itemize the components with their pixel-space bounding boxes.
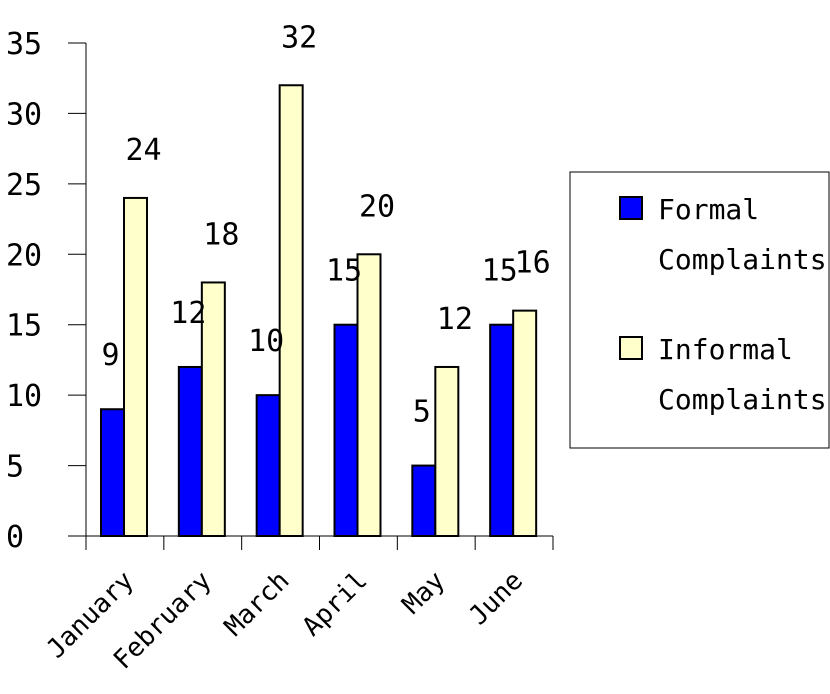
data-label: 5: [413, 395, 431, 430]
data-label: 12: [437, 302, 473, 337]
bar-informal: [512, 309, 538, 537]
bar-informal: [434, 365, 460, 537]
y-tick-label: 10: [6, 379, 42, 414]
data-label: 18: [203, 217, 239, 252]
data-label: 32: [281, 20, 317, 55]
data-labels: 9 12 10 15 5 15 24 18 32 20 12 16: [101, 20, 550, 429]
data-label: 10: [248, 324, 284, 359]
y-tick-label: 0: [6, 520, 24, 555]
data-label: 15: [482, 254, 518, 289]
data-label: 12: [170, 296, 206, 331]
bar-informal: [200, 281, 226, 538]
data-label: 15: [326, 254, 362, 289]
y-tick-label: 15: [6, 309, 42, 344]
legend: Formal Complaints Informal Complaints: [569, 171, 830, 449]
bars: [100, 84, 538, 538]
bar-informal: [278, 84, 304, 537]
legend-label: Informal Complaints: [658, 333, 827, 416]
bar-formal: [489, 323, 515, 538]
bar-formal: [411, 464, 437, 538]
data-label: 9: [101, 338, 119, 373]
bar-informal: [356, 253, 382, 538]
bar-formal: [100, 408, 125, 538]
y-tick-label: 5: [6, 450, 24, 485]
x-category-label: June: [464, 566, 529, 631]
legend-box: [569, 171, 830, 449]
legend-swatch: [619, 336, 643, 360]
data-label: 16: [515, 246, 551, 281]
data-label: 20: [359, 189, 395, 224]
x-category-label: March: [219, 566, 296, 643]
x-category-label: April: [297, 566, 374, 643]
legend-label: Formal Complaints: [658, 193, 827, 276]
y-tick-label: 25: [6, 168, 42, 203]
bar-formal: [333, 323, 359, 538]
bar-formal: [177, 365, 203, 537]
legend-swatch: [619, 196, 643, 220]
y-tick-label: 30: [6, 97, 42, 132]
x-category-label: May: [397, 566, 451, 620]
y-tick-label: 20: [6, 238, 42, 273]
y-tick-label: 35: [6, 27, 42, 62]
bar-informal: [123, 196, 148, 537]
bar-formal: [255, 394, 281, 537]
data-label: 24: [125, 133, 161, 168]
